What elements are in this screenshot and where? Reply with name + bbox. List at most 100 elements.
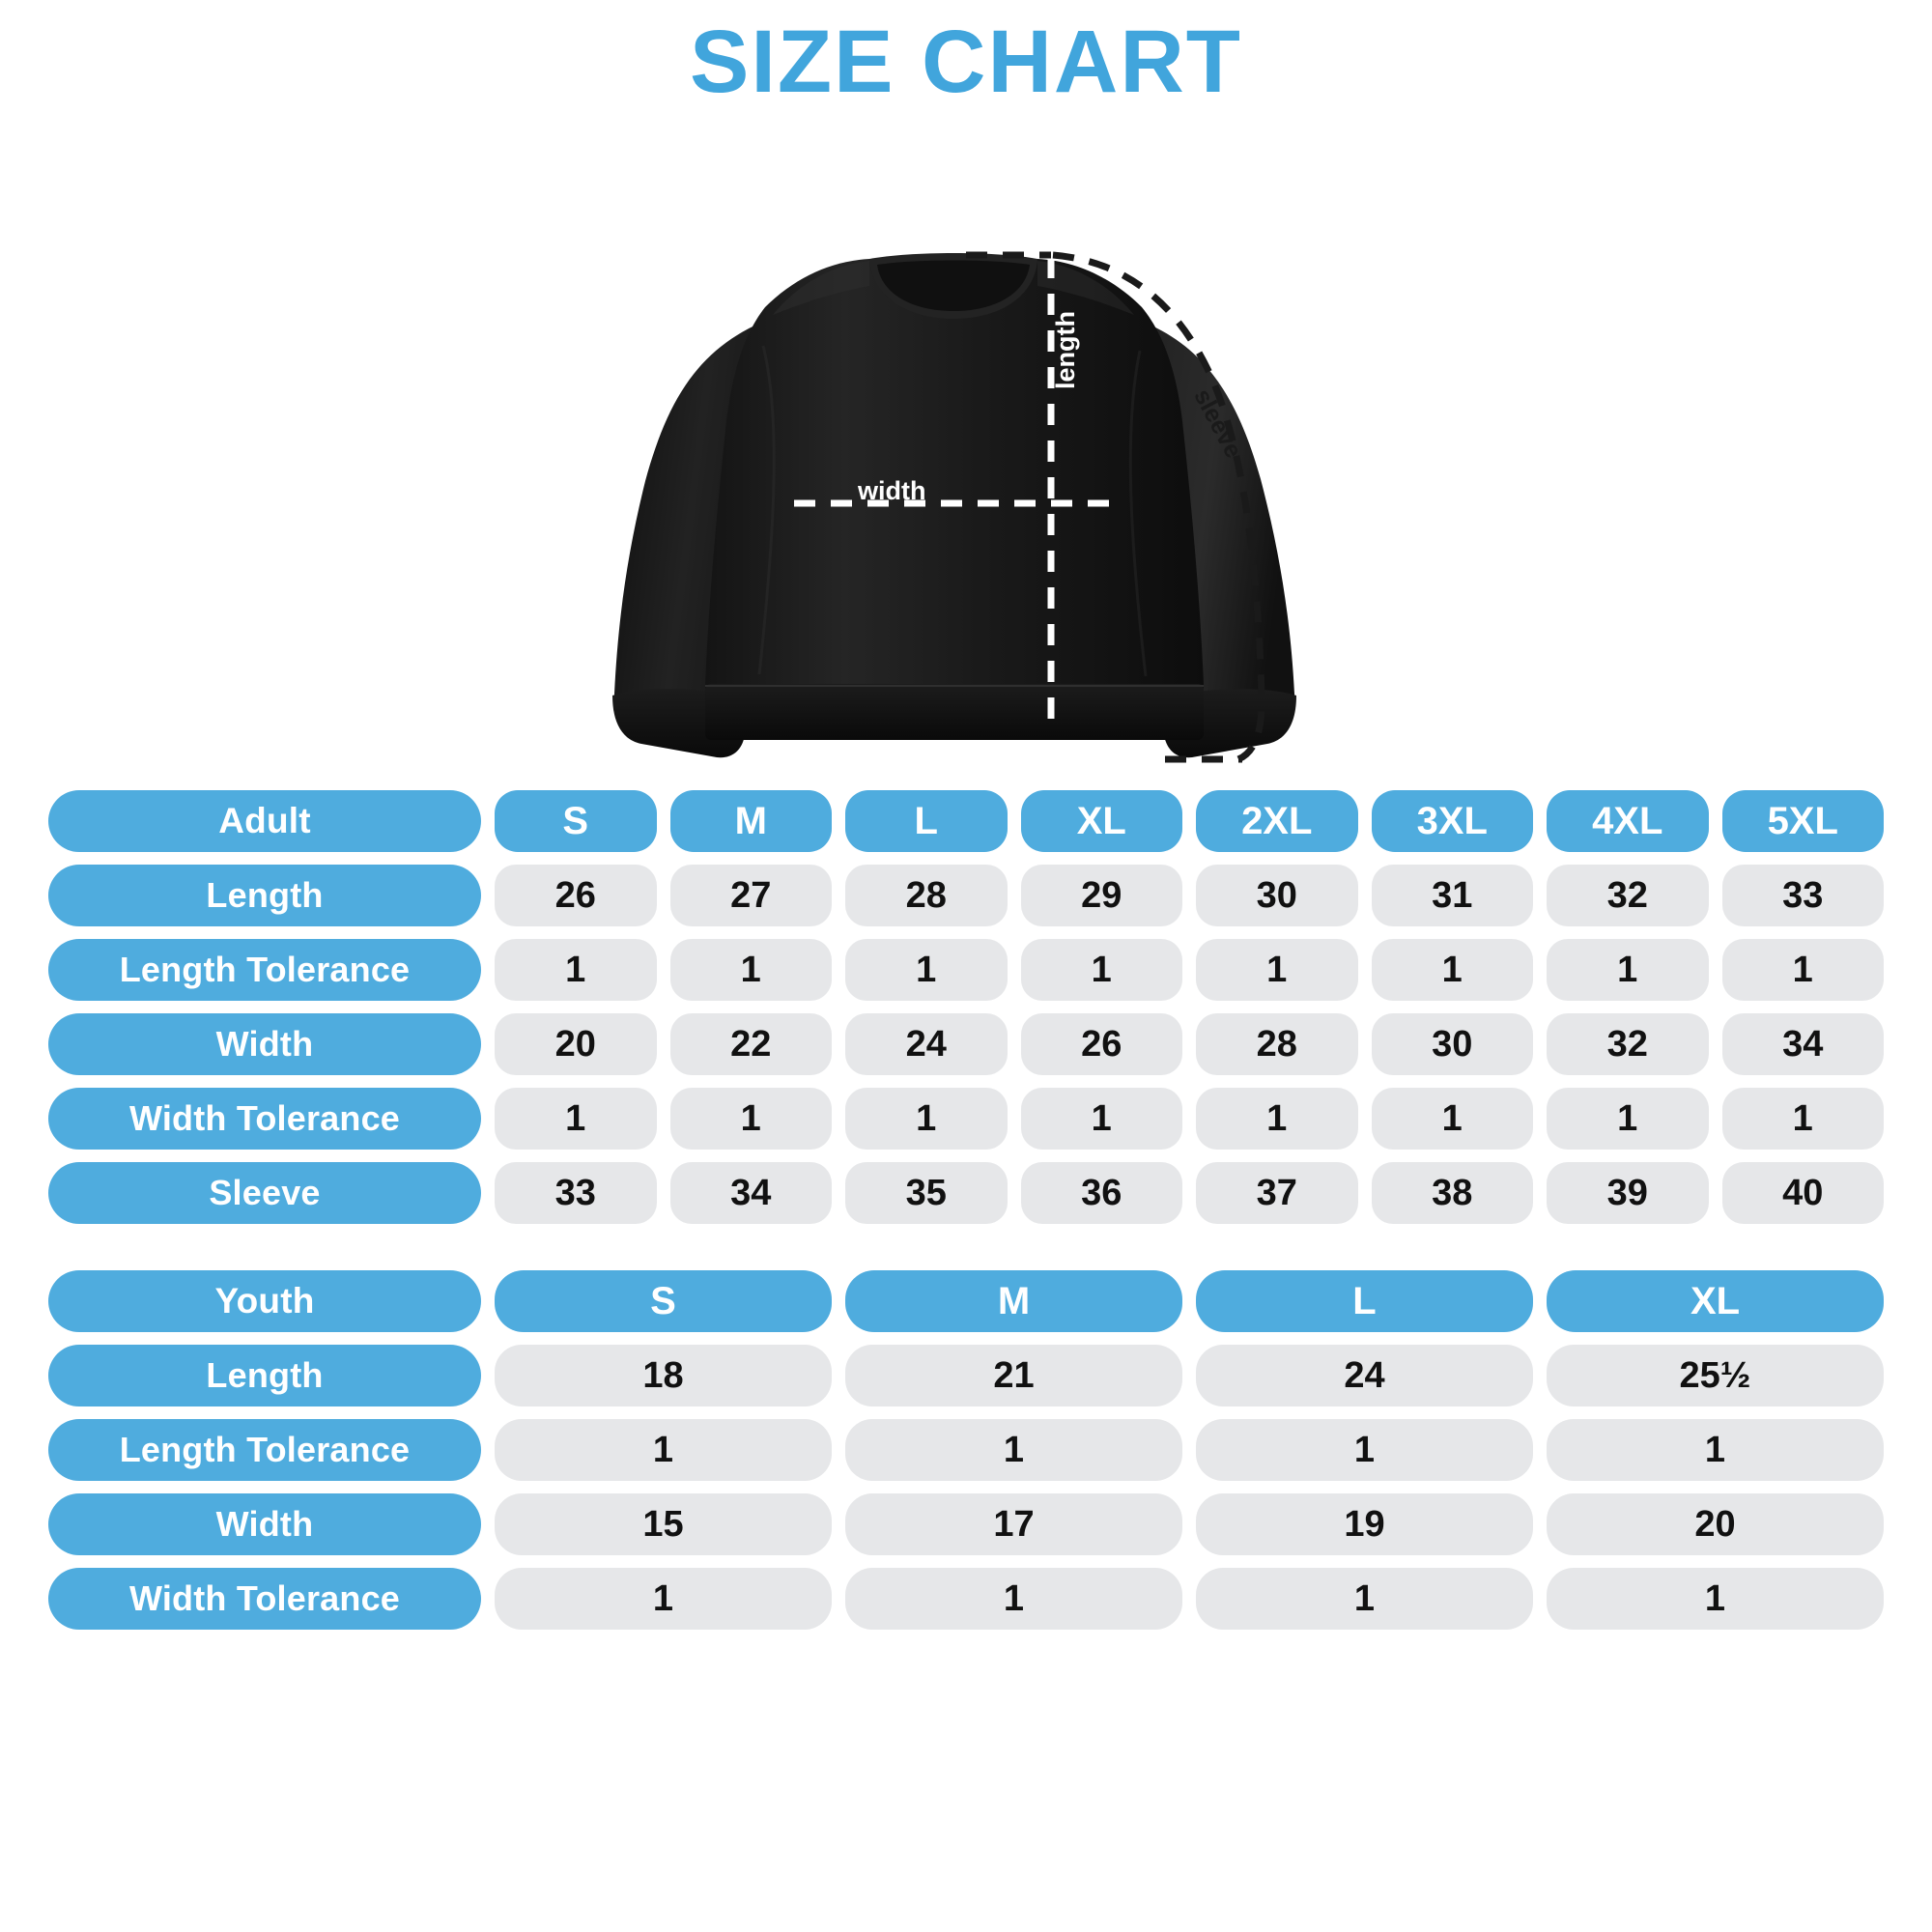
table-cell: 1 (1547, 1419, 1884, 1481)
row-cells: 1 1 1 1 1 1 1 1 (495, 939, 1884, 1001)
table-cell: 33 (495, 1162, 657, 1224)
youth-size-table: Youth S M L XL Length 18 21 24 25½ Len (48, 1270, 1884, 1630)
table-cell: 34 (669, 1162, 832, 1224)
table-cell: 1 (669, 939, 832, 1001)
adult-size-headers: S M L XL 2XL 3XL 4XL 5XL (495, 790, 1884, 852)
table-row: Length Tolerance 1 1 1 1 (48, 1419, 1884, 1481)
row-label: Width Tolerance (48, 1568, 481, 1630)
row-cells: 1 1 1 1 (495, 1419, 1884, 1481)
table-row: Length Tolerance 1 1 1 1 1 1 1 1 (48, 939, 1884, 1001)
table-cell: 39 (1547, 1162, 1709, 1224)
adult-header-row: Adult S M L XL 2XL 3XL 4XL 5XL (48, 790, 1884, 852)
youth-size-header[interactable]: XL (1547, 1270, 1884, 1332)
table-cell: 1 (845, 1419, 1182, 1481)
adult-size-header[interactable]: 5XL (1721, 790, 1884, 852)
table-cell: 28 (1196, 1013, 1358, 1075)
adult-size-header[interactable]: L (845, 790, 1008, 852)
row-cells: 18 21 24 25½ (495, 1345, 1884, 1406)
table-cell: 40 (1721, 1162, 1884, 1224)
table-cell: 35 (845, 1162, 1008, 1224)
table-cell: 24 (1196, 1345, 1533, 1406)
adult-size-header[interactable]: 2XL (1196, 790, 1358, 852)
adult-table-label: Adult (48, 790, 481, 852)
youth-size-header[interactable]: L (1196, 1270, 1533, 1332)
table-cell: 21 (845, 1345, 1182, 1406)
table-cell: 15 (495, 1493, 832, 1555)
table-cell: 17 (845, 1493, 1182, 1555)
table-cell: 37 (1196, 1162, 1358, 1224)
table-cell: 30 (1371, 1013, 1533, 1075)
table-cell: 1 (1547, 939, 1709, 1001)
fold-right (1128, 350, 1148, 677)
table-cell: 1 (495, 1419, 832, 1481)
table-cell: 26 (1020, 1013, 1182, 1075)
table-cell: 1 (495, 939, 657, 1001)
length-measure-label: length (1051, 311, 1080, 389)
adult-size-header[interactable]: XL (1020, 790, 1182, 852)
row-label: Width (48, 1013, 481, 1075)
sweatshirt-graphic (612, 251, 1296, 763)
table-cell: 1 (1371, 1088, 1533, 1150)
right-shoulder-shade (1037, 261, 1134, 315)
table-cell: 30 (1196, 865, 1358, 926)
row-label: Length Tolerance (48, 1419, 481, 1481)
table-cell: 18 (495, 1345, 832, 1406)
table-row: Width Tolerance 1 1 1 1 (48, 1568, 1884, 1630)
youth-size-headers: S M L XL (495, 1270, 1884, 1332)
youth-header-row: Youth S M L XL (48, 1270, 1884, 1332)
table-cell: 1 (1547, 1568, 1884, 1630)
table-cell: 29 (1020, 865, 1182, 926)
row-label: Width (48, 1493, 481, 1555)
table-cell: 1 (1196, 939, 1358, 1001)
table-cell: 27 (669, 865, 832, 926)
table-cell: 1 (1721, 1088, 1884, 1150)
table-row: Length 18 21 24 25½ (48, 1345, 1884, 1406)
row-label: Length (48, 865, 481, 926)
table-row: Width 20 22 24 26 28 30 32 34 (48, 1013, 1884, 1075)
table-cell: 38 (1371, 1162, 1533, 1224)
row-cells: 33 34 35 36 37 38 39 40 (495, 1162, 1884, 1224)
table-cell: 1 (1547, 1088, 1709, 1150)
adult-size-header[interactable]: 3XL (1371, 790, 1533, 852)
table-cell: 32 (1547, 865, 1709, 926)
garment-illustration: width length sleeve (0, 114, 1932, 790)
table-cell: 28 (845, 865, 1008, 926)
table-cell: 1 (1196, 1568, 1533, 1630)
table-row: Sleeve 33 34 35 36 37 38 39 40 (48, 1162, 1884, 1224)
adult-size-table: Adult S M L XL 2XL 3XL 4XL 5XL Length 26… (48, 790, 1884, 1224)
row-label: Width Tolerance (48, 1088, 481, 1150)
table-cell: 24 (845, 1013, 1008, 1075)
table-cell: 1 (1020, 1088, 1182, 1150)
table-cell: 31 (1371, 865, 1533, 926)
table-row: Width 15 17 19 20 (48, 1493, 1884, 1555)
youth-size-header[interactable]: M (845, 1270, 1182, 1332)
row-cells: 1 1 1 1 1 1 1 1 (495, 1088, 1884, 1150)
adult-size-header[interactable]: S (495, 790, 657, 852)
table-cell: 20 (1547, 1493, 1884, 1555)
row-cells: 26 27 28 29 30 31 32 33 (495, 865, 1884, 926)
table-cell: 1 (495, 1088, 657, 1150)
table-row: Length 26 27 28 29 30 31 32 33 (48, 865, 1884, 926)
table-cell: 1 (845, 939, 1008, 1001)
table-cell: 1 (495, 1568, 832, 1630)
table-cell: 32 (1547, 1013, 1709, 1075)
size-tables: Adult S M L XL 2XL 3XL 4XL 5XL Length 26… (0, 790, 1932, 1630)
table-cell: 1 (1196, 1088, 1358, 1150)
bottom-hem (705, 684, 1204, 740)
table-cell: 1 (1020, 939, 1182, 1001)
table-cell: 1 (1371, 939, 1533, 1001)
youth-size-header[interactable]: S (495, 1270, 832, 1332)
table-cell: 19 (1196, 1493, 1533, 1555)
youth-table-label: Youth (48, 1270, 481, 1332)
adult-size-header[interactable]: 4XL (1547, 790, 1709, 852)
table-cell: 25½ (1547, 1345, 1884, 1406)
table-cell: 1 (845, 1088, 1008, 1150)
table-cell: 20 (495, 1013, 657, 1075)
width-measure-label: width (858, 476, 926, 505)
row-label: Sleeve (48, 1162, 481, 1224)
table-cell: 1 (1721, 939, 1884, 1001)
adult-size-header[interactable]: M (669, 790, 832, 852)
row-cells: 1 1 1 1 (495, 1568, 1884, 1630)
sweatshirt-body (705, 259, 1204, 732)
fold-left (757, 345, 776, 675)
